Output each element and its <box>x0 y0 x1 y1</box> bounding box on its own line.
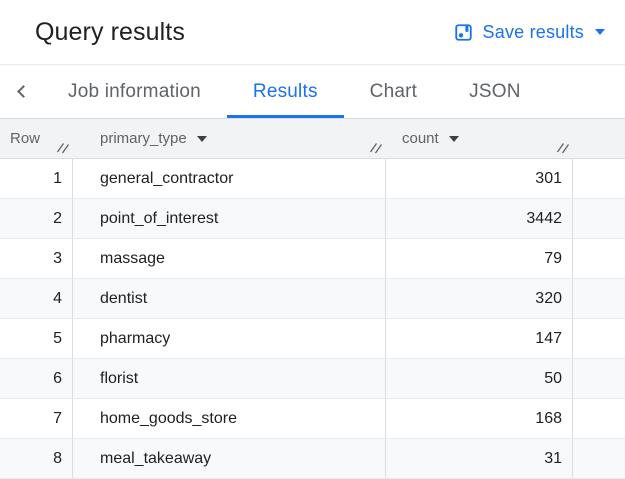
save-results-button[interactable]: Save results <box>451 16 607 49</box>
extra-cell <box>573 239 625 278</box>
column-label: Row <box>10 130 41 147</box>
primary-type-cell: general_contractor <box>73 159 386 198</box>
column-header-row: Row <box>0 119 73 158</box>
primary-type-cell: meal_takeaway <box>73 439 386 478</box>
primary-type-cell: point_of_interest <box>73 199 386 238</box>
column-header-extra <box>573 119 625 158</box>
table-header-row: Row primary_type <box>0 119 625 159</box>
count-cell: 147 <box>386 319 573 358</box>
tab-label: Results <box>252 80 318 102</box>
caret-down-icon <box>595 29 605 35</box>
save-results-label: Save results <box>482 21 584 42</box>
row-number-cell: 1 <box>0 159 73 198</box>
row-number-cell: 5 <box>0 319 73 358</box>
extra-cell <box>573 159 625 198</box>
table-row: 2 point_of_interest 3442 <box>0 199 625 239</box>
count-cell: 3442 <box>386 199 573 238</box>
primary-type-cell: pharmacy <box>73 319 386 358</box>
results-table: Row primary_type <box>0 119 625 479</box>
extra-cell <box>573 199 625 238</box>
table-row: 1 general_contractor 301 <box>0 159 625 199</box>
tab-results[interactable]: Results <box>226 65 344 118</box>
extra-cell <box>573 319 625 358</box>
count-cell: 320 <box>386 279 573 318</box>
extra-cell <box>573 279 625 318</box>
primary-type-cell: home_goods_store <box>73 399 386 438</box>
page-title: Query results <box>35 17 185 46</box>
table-row: 4 dentist 320 <box>0 279 625 319</box>
column-label: count <box>402 130 439 147</box>
table-row: 8 meal_takeaway 31 <box>0 439 625 479</box>
count-cell: 168 <box>386 399 573 438</box>
extra-cell <box>573 439 625 478</box>
column-header-count: count <box>386 119 573 158</box>
row-number-cell: 8 <box>0 439 73 478</box>
save-icon <box>453 22 474 43</box>
tab-label: Job information <box>68 80 201 102</box>
tab-job-information[interactable]: Job information <box>42 65 227 118</box>
title-bar: Query results Save results <box>0 0 625 65</box>
extra-cell <box>573 359 625 398</box>
table-row: 6 florist 50 <box>0 359 625 399</box>
row-number-cell: 6 <box>0 359 73 398</box>
tab-label: JSON <box>469 80 521 102</box>
primary-type-cell: massage <box>73 239 386 278</box>
row-number-cell: 4 <box>0 279 73 318</box>
count-cell: 79 <box>386 239 573 278</box>
count-cell: 301 <box>386 159 573 198</box>
primary-type-cell: dentist <box>73 279 386 318</box>
column-resize-icon[interactable] <box>556 141 570 154</box>
table-row: 3 massage 79 <box>0 239 625 279</box>
back-button[interactable] <box>0 65 42 118</box>
row-number-cell: 2 <box>0 199 73 238</box>
column-resize-icon[interactable] <box>369 141 383 154</box>
tab-chart[interactable]: Chart <box>344 65 443 118</box>
row-number-cell: 3 <box>0 239 73 278</box>
column-header-primary-type: primary_type <box>73 119 386 158</box>
primary-type-cell: florist <box>73 359 386 398</box>
table-row: 7 home_goods_store 168 <box>0 399 625 439</box>
count-cell: 50 <box>386 359 573 398</box>
tab-label: Chart <box>369 80 418 102</box>
column-resize-icon[interactable] <box>56 141 70 154</box>
count-cell: 31 <box>386 439 573 478</box>
tab-bar: Job information Results Chart JSON <box>0 65 625 119</box>
caret-down-icon[interactable] <box>448 135 459 142</box>
column-label: primary_type <box>100 130 187 147</box>
row-number-cell: 7 <box>0 399 73 438</box>
table-row: 5 pharmacy 147 <box>0 319 625 359</box>
caret-down-icon[interactable] <box>196 135 207 142</box>
tab-json[interactable]: JSON <box>443 65 546 118</box>
chevron-left-icon <box>16 85 30 98</box>
extra-cell <box>573 399 625 438</box>
